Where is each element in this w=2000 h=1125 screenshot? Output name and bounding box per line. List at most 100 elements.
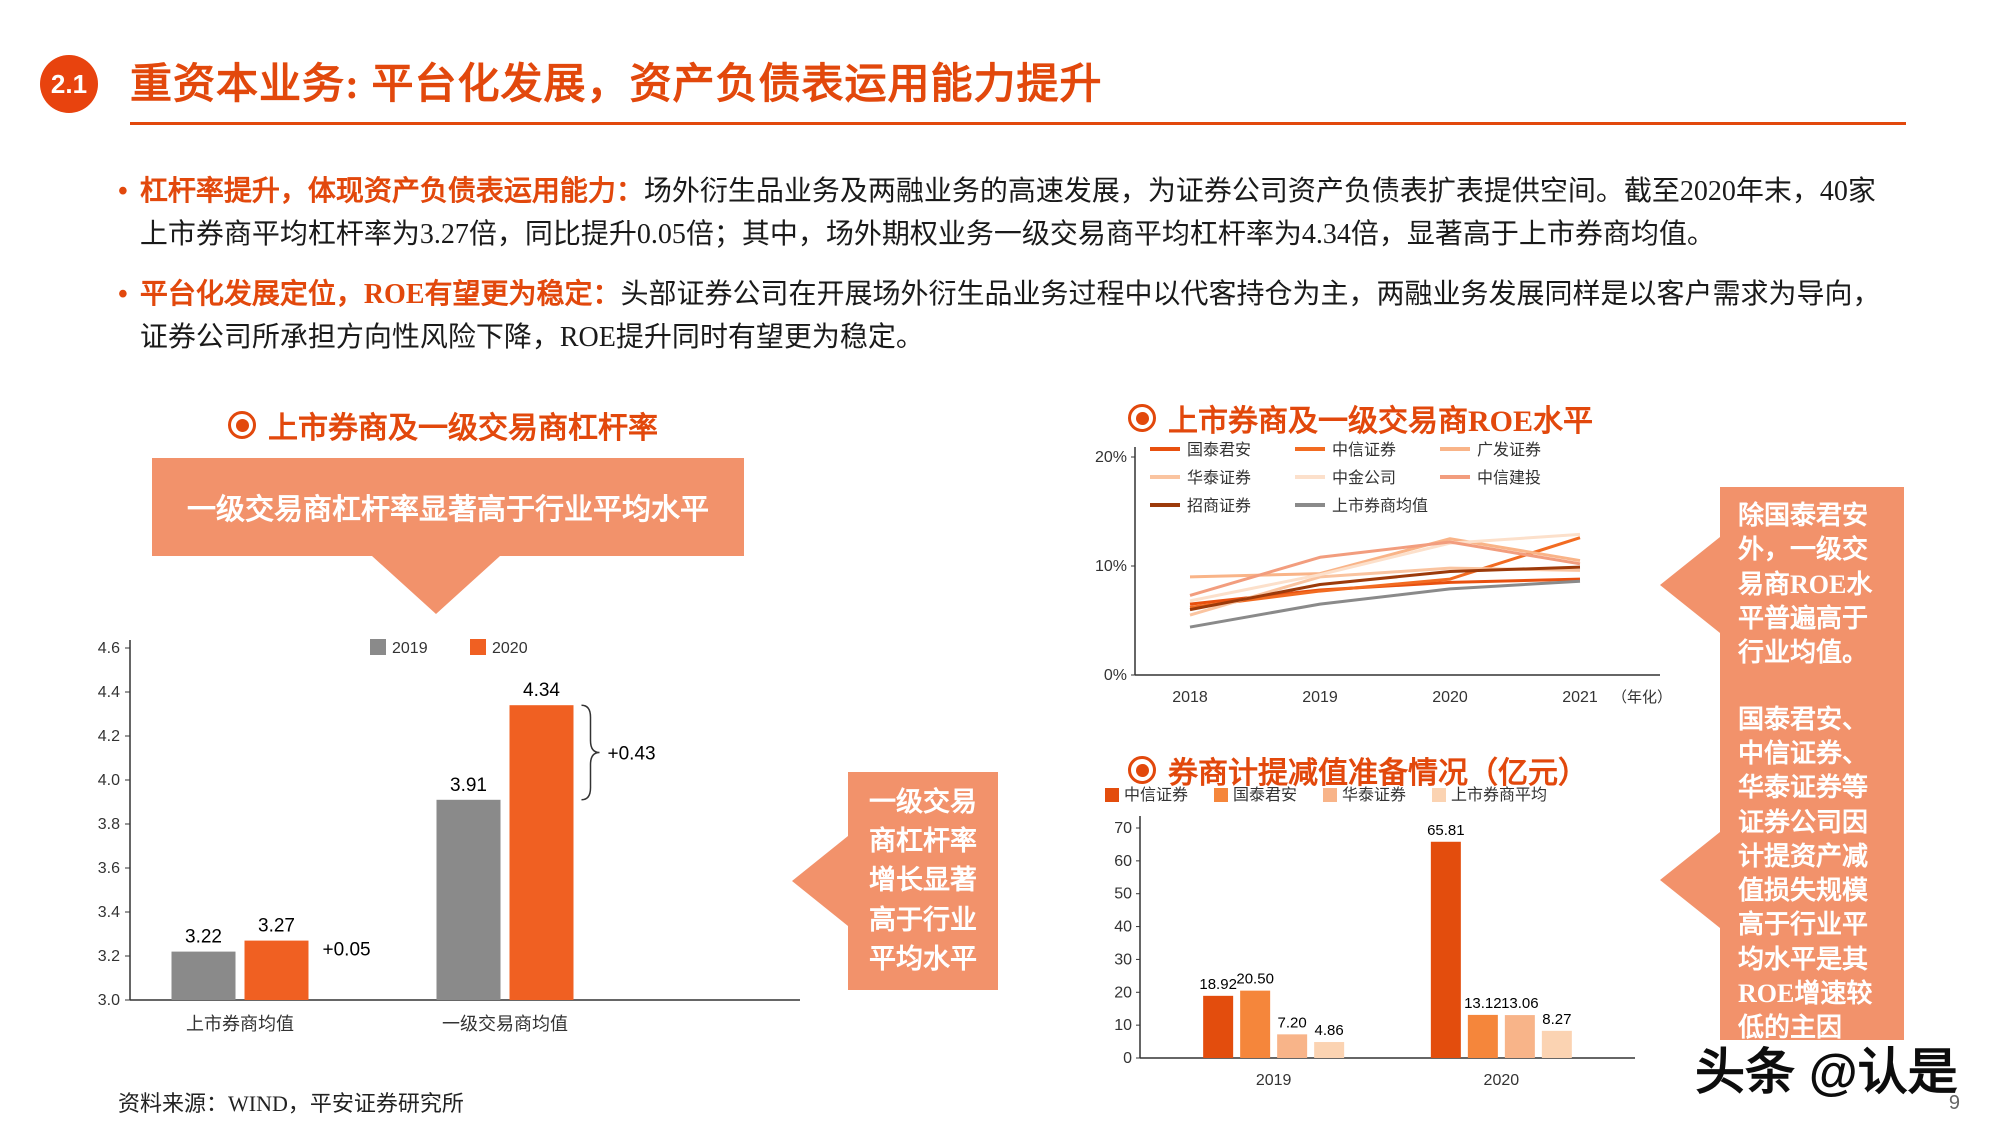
legend-label: 上市券商平均 xyxy=(1451,786,1547,804)
y-tick-label: 20 xyxy=(1114,984,1132,1001)
delta-annotation: +0.05 xyxy=(323,940,371,961)
bullseye-dot xyxy=(1135,763,1149,777)
left-arrow-icon xyxy=(792,836,848,926)
bullet-paragraph: 杠杆率提升，体现资产负债表运用能力：场外衍生品业务及两融业务的高速发展，为证券公… xyxy=(140,170,1898,257)
bullet-lead: 平台化发展定位，ROE有望更为稳定： xyxy=(139,278,621,310)
roe-commentary-panel: 除国泰君安外，一级交易商ROE水平普遍高于行业均值。 国泰君安、中信证券、华泰证… xyxy=(1720,487,1904,1042)
y-tick-label: 3.8 xyxy=(98,816,120,833)
legend-swatch xyxy=(1105,788,1119,802)
bullet-text: 场外衍生品业务及两融业务的高速发展，为证券公司资产负债表扩表提供空间。截至202… xyxy=(139,176,1876,251)
down-arrow-icon xyxy=(372,556,500,614)
legend-label: 华泰证券 xyxy=(1187,469,1251,487)
panel-paragraph-2: 国泰君安、中信证券、华泰证券等证券公司因计提资产减值损失规模高于行业平均水平是其… xyxy=(1738,704,1873,1043)
bar-value-label: 8.27 xyxy=(1542,1011,1571,1028)
category-label: 2020 xyxy=(1484,1072,1520,1089)
data-source-note: 资料来源：WIND，平安证券研究所 xyxy=(118,1091,464,1116)
bar-value-label: 13.06 xyxy=(1501,995,1539,1012)
category-label: 上市券商均值 xyxy=(186,1014,294,1034)
line-series xyxy=(1189,532,1581,603)
title-underline xyxy=(130,122,1906,125)
delta-annotation: +0.43 xyxy=(608,744,656,765)
legend-label: 国泰君安 xyxy=(1187,441,1251,459)
legend-swatch xyxy=(470,639,486,655)
y-tick-label: 0 xyxy=(1123,1050,1132,1067)
y-tick-label: 20% xyxy=(1095,449,1127,466)
y-tick-label: 70 xyxy=(1114,820,1132,837)
legend-swatch xyxy=(1323,788,1337,802)
roe-chart-title: 上市券商及一级交易商ROE水平 xyxy=(1128,396,1593,440)
impairment-chart-title: 券商计提减值准备情况（亿元） xyxy=(1128,748,1588,792)
page-title: 重资本业务: 平台化发展，资产负债表运用能力提升 xyxy=(130,62,1103,108)
bullseye-icon xyxy=(1128,756,1156,784)
category-label: 2019 xyxy=(1256,1072,1292,1089)
legend-swatch xyxy=(1432,788,1446,802)
bar-value-label: 4.34 xyxy=(523,680,560,701)
legend-label: 中信建投 xyxy=(1477,469,1541,487)
line-series xyxy=(1189,540,1581,597)
line-series xyxy=(1189,579,1581,629)
legend-label: 招商证券 xyxy=(1187,497,1251,515)
legend-label: 中信证券 xyxy=(1124,786,1188,804)
y-tick-label: 4.6 xyxy=(98,640,120,657)
bar-value-label: 65.81 xyxy=(1427,822,1465,839)
leverage-chart-title-text: 上市券商及一级交易商杠杆率 xyxy=(268,412,658,445)
bar xyxy=(509,705,574,1000)
section-number-badge: 2.1 xyxy=(40,55,98,113)
x-axis-note: （年化） xyxy=(1612,689,1672,706)
page-number: 9 xyxy=(1948,1092,1960,1114)
bar xyxy=(1430,841,1461,1058)
bullet-text: 头部证券公司在开展场外衍生品业务过程中以代客持仓为主，两融业务发展同样是以客户需… xyxy=(139,278,1881,354)
y-tick-label: 0% xyxy=(1104,667,1127,684)
bar xyxy=(244,940,309,1000)
bar xyxy=(1314,1042,1345,1058)
y-tick-label: 3.0 xyxy=(98,992,120,1009)
impairment-chart-title-text: 券商计提减值准备情况（亿元） xyxy=(1168,757,1588,790)
legend-label: 华泰证券 xyxy=(1342,786,1406,804)
y-tick-label: 10% xyxy=(1095,558,1127,575)
y-tick-label: 40 xyxy=(1114,919,1132,936)
bullseye-dot xyxy=(1135,411,1149,425)
bar xyxy=(1240,990,1271,1058)
bar-value-label: 7.20 xyxy=(1278,1014,1307,1031)
bar xyxy=(1203,995,1234,1058)
bullet-dot: • xyxy=(118,278,128,310)
y-tick-label: 3.2 xyxy=(98,948,120,965)
bar xyxy=(1467,1014,1498,1058)
legend-label: 2019 xyxy=(392,640,428,657)
bar xyxy=(1277,1034,1308,1058)
x-tick-label: 2021 xyxy=(1562,689,1598,706)
bar-value-label: 3.91 xyxy=(450,775,487,796)
y-tick-label: 60 xyxy=(1114,853,1132,870)
leverage-top-callout: 一级交易商杠杆率显著高于行业平均水平 xyxy=(152,458,744,556)
legend-label: 国泰君安 xyxy=(1233,786,1297,804)
bar xyxy=(1504,1015,1535,1058)
y-tick-label: 10 xyxy=(1114,1017,1132,1034)
y-tick-label: 3.6 xyxy=(98,860,120,877)
left-arrow-icon xyxy=(1660,832,1720,928)
x-tick-label: 2019 xyxy=(1302,689,1338,706)
y-tick-label: 3.4 xyxy=(98,904,120,921)
bar xyxy=(436,799,501,1000)
roe-line-chart: 0% 10% 20% 2018 2019 2020 2021 （年化） 国泰君安 中信证券 广发证券… xyxy=(1095,441,1672,706)
bullseye-icon xyxy=(1128,404,1156,432)
category-label: 一级交易商均值 xyxy=(442,1014,568,1034)
legend-swatch xyxy=(1214,788,1228,802)
bullet-list: • 杠杆率提升，体现资产负债表运用能力：场外衍生品业务及两融业务的高速发展，为证… xyxy=(118,170,1898,360)
bullseye-icon xyxy=(228,411,256,439)
bar-value-label: 3.22 xyxy=(185,927,222,948)
line-series xyxy=(1189,536,1581,609)
bar xyxy=(1541,1030,1572,1058)
bullet-item-1: • 杠杆率提升，体现资产负债表运用能力：场外衍生品业务及两融业务的高速发展，为证… xyxy=(118,170,1898,257)
bar-value-label: 20.50 xyxy=(1236,971,1274,988)
x-tick-label: 2018 xyxy=(1172,689,1208,706)
bullet-item-2: • 平台化发展定位，ROE有望更为稳定：头部证券公司在开展场外衍生品业务过程中以… xyxy=(118,273,1898,360)
legend-label: 中信证券 xyxy=(1332,441,1396,459)
leverage-side-callout: 一级交易商杠杆率增长显著高于行业平均水平 xyxy=(848,772,998,990)
roe-chart-title-text: 上市券商及一级交易商ROE水平 xyxy=(1168,405,1594,438)
y-tick-label: 30 xyxy=(1114,951,1132,968)
y-tick-label: 4.4 xyxy=(98,684,120,701)
leverage-bar-chart: 3.0 3.2 3.4 3.6 3.8 4.0 4.2 4.4 4.6 2019 2020 3.22 3… xyxy=(98,639,800,1034)
bullet-dot: • xyxy=(118,176,128,207)
